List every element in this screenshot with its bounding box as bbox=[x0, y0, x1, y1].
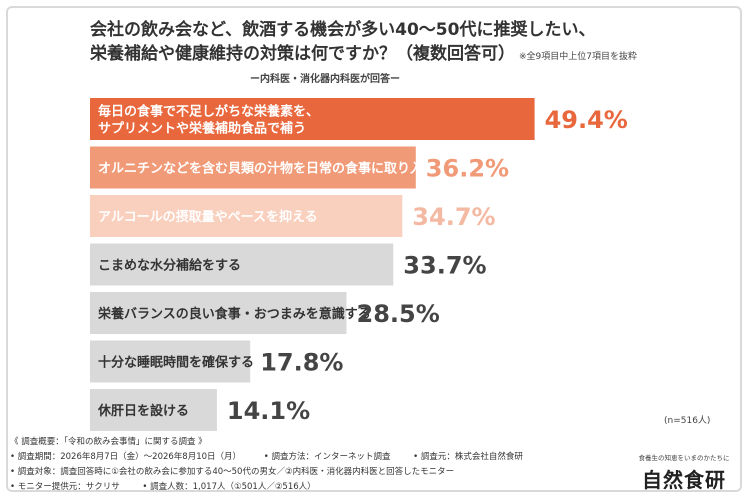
brand-tagline: 食養生の知恵をいまのかたちに bbox=[638, 454, 730, 462]
bar-2 bbox=[90, 146, 416, 189]
brand-logo: 食養生の知恵をいまのかたちに 自然食研 bbox=[634, 452, 734, 493]
bar-label-7-line-1: 休肝日を設ける bbox=[97, 403, 189, 419]
bar-label-2-line-1: オルニチンなどを含む貝類の汁物を日常の食事に取り入れる bbox=[98, 161, 449, 177]
bar-label-5-line-1: 栄養バランスの良い食事・おつまみを意識する bbox=[97, 306, 371, 322]
bar-label-1-line-1: 毎日の食事で不足しがちな栄養素を、 bbox=[98, 104, 319, 120]
title-line-1: 会社の飲み会など、飲酒する機会が多い40～50代に推奨したい、 bbox=[90, 20, 596, 40]
bar-label-3-line-1: アルコールの摂取量やペースを抑える bbox=[98, 209, 318, 225]
bar-7 bbox=[90, 389, 217, 431]
value-label-6: 17.8% bbox=[260, 349, 343, 377]
bar-label-6-line-1: 十分な睡眠時間を確保する bbox=[98, 355, 254, 371]
survey-row-1: • 調査期間：2026年8月7日（金）～2026年8月10日（月） • 調査方法… bbox=[10, 450, 630, 465]
bar-5 bbox=[90, 292, 347, 334]
survey-target: • 調査対象：調査回答時に①会社の飲み会に参加する40～50代の男女／②内科医・… bbox=[10, 467, 455, 477]
chart-title: 会社の飲み会など、飲酒する機会が多い40～50代に推奨したい、 栄養補給や健康維… bbox=[90, 18, 710, 69]
title-line-2: 栄養補給や健康維持の対策は何ですか？（複数回答可） ※全9項目中上位7項目を抜粋 bbox=[90, 42, 710, 69]
survey-period: • 調査期間：2026年8月7日（金）～2026年8月10日（月） bbox=[10, 452, 242, 462]
survey-row-3: • モニター提供元：サクリサ • 調査人数：1,017人（①501人／②516人… bbox=[10, 480, 630, 495]
value-label-7: 14.1% bbox=[227, 397, 310, 425]
value-label-5: 28.5% bbox=[357, 300, 440, 328]
bar-1 bbox=[90, 98, 535, 140]
survey-respondents: • 調査人数：1,017人（①501人／②516人） bbox=[142, 482, 316, 492]
title-line-2-text: 栄養補給や健康維持の対策は何ですか？（複数回答可） bbox=[90, 44, 515, 64]
bar-3 bbox=[90, 195, 403, 237]
bar-6 bbox=[90, 340, 251, 383]
survey-summary: 《 調査概要：「令和の飲み会事情」に関する調査 》 • 調査期間：2026年8月… bbox=[10, 435, 630, 495]
value-label-1: 49.4% bbox=[545, 106, 628, 134]
survey-method: • 調査方法：インターネット調査 bbox=[263, 452, 391, 462]
value-label-3: 34.7% bbox=[412, 203, 495, 231]
bar-label-4-line-1: こまめな水分補給をする bbox=[98, 258, 241, 274]
title-note: ※全9項目中上位7項目を抜粋 bbox=[519, 52, 637, 62]
survey-organizer: • 調査元：株式会社自然食研 bbox=[413, 452, 523, 462]
survey-header: 《 調査概要：「令和の飲み会事情」に関する調査 》 bbox=[10, 437, 207, 447]
bar-4 bbox=[90, 243, 394, 286]
brand-name: 自然食研 bbox=[642, 468, 726, 492]
value-label-2: 36.2% bbox=[426, 155, 509, 183]
bar-label-1-line-2: サプリメントや栄養補助食品で補う bbox=[98, 121, 306, 137]
sample-size: (n=516人) bbox=[664, 416, 711, 426]
chart-subtitle: ー内科医・消化器内科医が回答ー bbox=[250, 74, 400, 85]
survey-provider: • モニター提供元：サクリサ bbox=[10, 482, 120, 492]
value-label-4: 33.7% bbox=[403, 252, 486, 280]
